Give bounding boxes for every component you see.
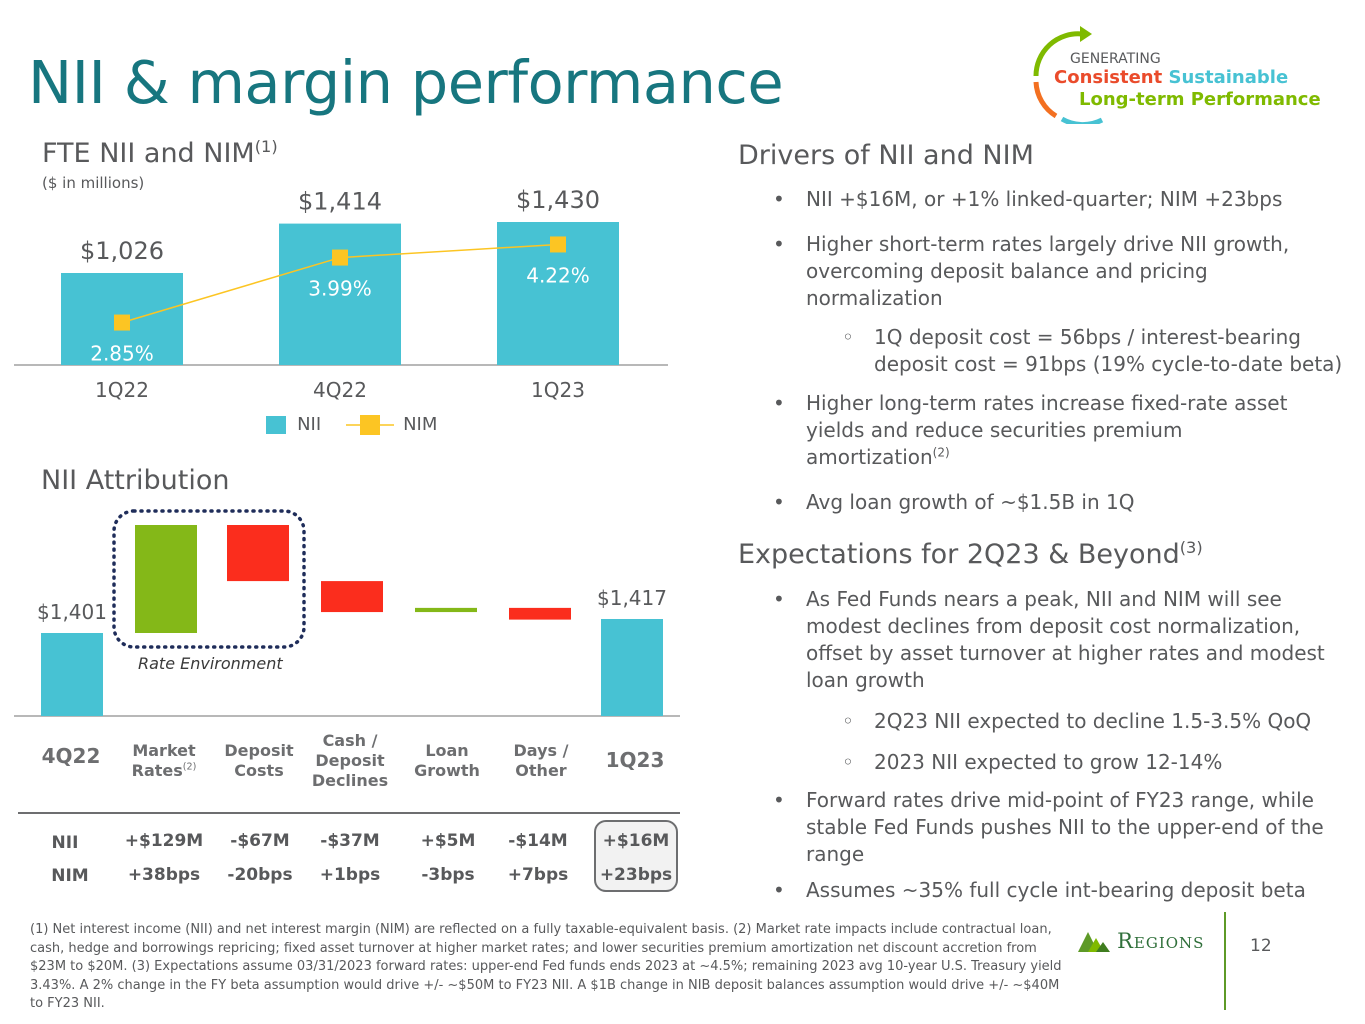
regions-wordmark: Regions: [1117, 929, 1205, 953]
total-change-box: [594, 820, 678, 892]
nim-loan-growth: -3bps: [421, 865, 475, 885]
expect-bullet-2: Forward rates drive mid-point of FY23 ra…: [773, 787, 1346, 868]
driver-subbullet-2a: 1Q deposit cost = 56bps / interest-beari…: [842, 324, 1354, 378]
wf-bar-deposit-costs: [227, 525, 289, 582]
expect-subbullet-1b: 2023 NII expected to grow 12-14%: [842, 749, 1344, 776]
logo-consistent: Consistent: [1054, 67, 1163, 88]
footnote: (1) Net interest income (NII) and net in…: [30, 922, 1062, 1011]
nii-chart-heading: FTE NII and NIM(1): [42, 137, 278, 169]
wf-label-4q22: $1,401: [37, 600, 107, 624]
wf-cat-4q22: 4Q22: [41, 744, 101, 768]
nim-marker-1Q22: [114, 314, 130, 331]
expectations-heading: Expectations for 2Q23 & Beyond(3): [738, 538, 1203, 570]
rate-environment-label: Rate Environment: [138, 654, 283, 673]
logo-line3: Long-term Performance: [1079, 89, 1321, 110]
expect-subbullet-1a: 2Q23 NII expected to decline 1.5-3.5% Qo…: [842, 708, 1344, 735]
table-divider: [18, 812, 680, 814]
nii-bar-4Q22: [279, 223, 401, 365]
driver-bullet-1: NII +$16M, or +1% linked-quarter; NIM +2…: [773, 186, 1346, 213]
nii-legend-label: NII: [297, 414, 322, 435]
wf-bar-cash-deposit-declines: [321, 581, 383, 613]
nii-legend: NII: [266, 414, 321, 435]
nii-nim-chart: $1,026 1Q22 $1,414 4Q22 $1,430 1Q23 2.85% 3.99%…: [14, 186, 668, 402]
nii-legend-swatch: [266, 415, 286, 434]
nim-total: +23bps: [599, 865, 673, 885]
drivers-heading: Drivers of NII and NIM: [738, 140, 1034, 171]
wf-cat-deposit-costs: Deposit Costs: [224, 741, 294, 780]
nim-value-label-1Q22: 2.85%: [90, 342, 154, 366]
nii-chart-units: ($ in millions): [42, 174, 145, 192]
circular-arrows-icon: [1033, 26, 1104, 124]
regions-pyramid-icon: [1078, 932, 1110, 952]
nim-marker-1Q23: [550, 236, 566, 253]
page-number: 12: [1250, 936, 1272, 956]
expect-bullet-3: Assumes ~35% full cycle int-bearing depo…: [773, 877, 1346, 904]
nim-legend-swatch: [346, 414, 394, 435]
nim-legend: NIM: [346, 414, 437, 435]
regions-logo: Regions: [1076, 928, 1204, 954]
wf-cat-days-other: Days / Other: [513, 741, 569, 780]
attribution-heading: NII Attribution: [41, 465, 230, 496]
nii-value-label-1Q22: $1,026: [80, 237, 164, 265]
nii-cash-deposit-declines: -$37M: [320, 831, 380, 851]
nii-category-label-4Q22: 4Q22: [313, 378, 367, 402]
driver-bullet-4: Avg loan growth of ~$1.5B in 1Q: [773, 489, 1326, 516]
nii-deposit-costs: -$67M: [230, 831, 290, 851]
nim-value-label-4Q22: 3.99%: [308, 277, 372, 301]
expect-bullet-1: As Fed Funds nears a peak, NII and NIM w…: [773, 586, 1346, 694]
wf-cat-loan-growth: Loan Growth: [414, 741, 480, 780]
nii-loan-growth: +$5M: [420, 831, 476, 851]
wf-cat-market-rates: Market Rates(2): [131, 741, 197, 780]
nii-category-label-1Q23: 1Q23: [531, 378, 585, 402]
nim-deposit-costs: -20bps: [227, 865, 293, 885]
footer-divider: [1224, 912, 1226, 1010]
nim-legend-label: NIM: [403, 414, 438, 435]
wf-bar-1q23: [601, 619, 663, 716]
driver-bullet-2: Higher short-term rates largely drive NI…: [773, 231, 1326, 312]
nii-market-rates: +$129M: [124, 831, 204, 851]
nim-cash-deposit-declines: +1bps: [319, 865, 381, 885]
nim-value-label-1Q23: 4.22%: [526, 263, 590, 287]
wf-bar-days-other: [509, 607, 571, 620]
row-label-nii: NII: [51, 833, 79, 853]
wf-cat-cash-deposit-declines: Cash / Deposit Declines: [311, 731, 389, 790]
nim-days-other: +7bps: [507, 865, 569, 885]
generating-performance-logo: GENERATING Consistent Sustainable Long-t…: [1022, 24, 1322, 124]
wf-cat-1q23: 1Q23: [605, 748, 665, 772]
wf-label-1q23: $1,417: [597, 586, 667, 610]
nim-market-rates: +38bps: [127, 865, 201, 885]
nii-category-label-1Q22: 1Q22: [95, 378, 149, 402]
logo-sustainable: Sustainable: [1168, 67, 1289, 88]
wf-bar-4q22: [41, 633, 103, 716]
wf-bar-loan-growth: [415, 607, 477, 613]
nii-days-other: -$14M: [508, 831, 568, 851]
nii-attribution-waterfall: $1,401 $1,417: [14, 509, 680, 717]
page-title: NII & margin performance: [28, 48, 784, 117]
wf-bar-market-rates: [135, 525, 197, 633]
rate-environment-bracket: [112, 509, 306, 649]
nim-marker-4Q22: [332, 249, 348, 266]
driver-bullet-3: Higher long-term rates increase fixed-ra…: [773, 390, 1316, 471]
logo-line1: GENERATING: [1070, 51, 1161, 67]
nii-total: +$16M: [602, 831, 670, 851]
nii-value-label-1Q23: $1,430: [516, 186, 600, 214]
nii-value-label-4Q22: $1,414: [298, 188, 382, 216]
row-label-nim: NIM: [51, 866, 89, 886]
